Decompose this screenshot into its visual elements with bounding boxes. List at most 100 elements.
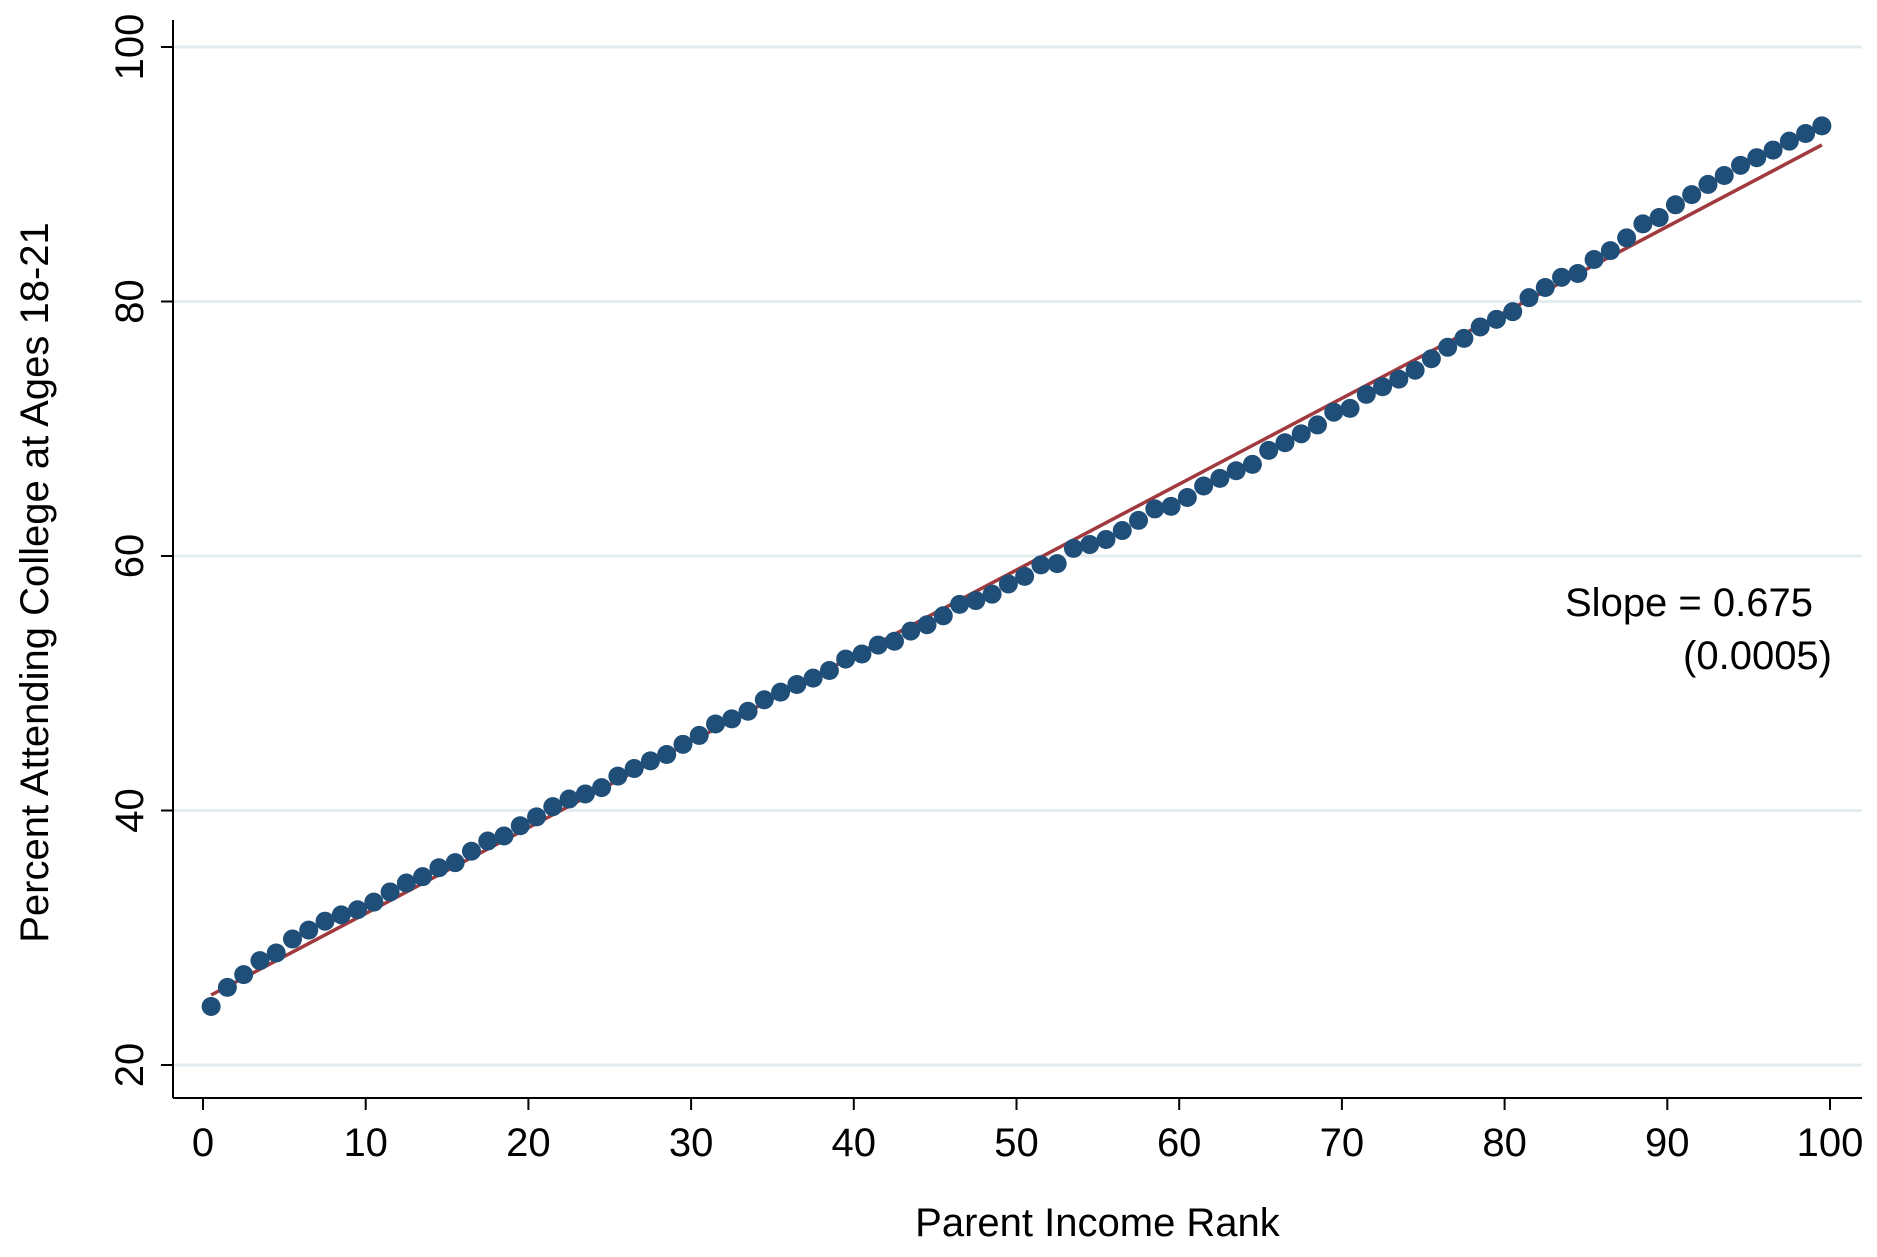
- data-point: [1568, 264, 1588, 284]
- data-point: [982, 584, 1002, 604]
- data-point: [803, 668, 823, 688]
- data-point: [299, 920, 319, 940]
- data-point: [559, 789, 579, 809]
- data-point: [917, 615, 937, 635]
- x-tick-label-10: 10: [343, 1121, 388, 1165]
- axes: [172, 20, 1862, 1099]
- data-point: [933, 606, 953, 626]
- data-point: [1796, 124, 1816, 144]
- x-tick-label-0: 0: [192, 1121, 214, 1165]
- data-point: [1714, 166, 1734, 186]
- data-point: [1275, 433, 1295, 453]
- data-point: [640, 751, 660, 771]
- data-point: [1291, 424, 1311, 444]
- x-tick-label-40: 40: [832, 1121, 877, 1165]
- y-tick-label-20: 20: [108, 1043, 152, 1088]
- data-point: [738, 701, 758, 721]
- data-point: [1210, 468, 1230, 488]
- data-point: [1747, 148, 1767, 168]
- y-ticks: 20 40 60 80 100: [108, 14, 173, 1088]
- data-point: [1421, 349, 1441, 369]
- data-point: [527, 807, 547, 827]
- data-point: [1617, 228, 1637, 248]
- data-point: [1665, 195, 1685, 215]
- data-point: [1454, 328, 1474, 348]
- data-point: [1812, 116, 1832, 136]
- data-point: [673, 734, 693, 754]
- data-point: [657, 745, 677, 765]
- data-point: [966, 591, 986, 611]
- data-point: [1324, 402, 1344, 422]
- data-point: [1552, 267, 1572, 287]
- data-points: [201, 116, 1832, 1016]
- data-point: [1633, 214, 1653, 234]
- data-point: [1373, 377, 1393, 397]
- x-axis-label: Parent Income Rank: [915, 1201, 1281, 1245]
- data-point: [315, 911, 335, 931]
- y-tick-label-60: 60: [108, 534, 152, 579]
- y-tick-label-40: 40: [108, 788, 152, 833]
- data-point: [348, 900, 368, 920]
- data-point: [1649, 208, 1669, 228]
- data-point: [689, 725, 709, 745]
- data-point: [1015, 566, 1035, 586]
- data-point: [331, 905, 351, 925]
- gridlines: [173, 45, 1862, 1067]
- data-point: [380, 882, 400, 902]
- data-point: [998, 574, 1018, 594]
- data-point: [250, 951, 270, 971]
- data-point: [1307, 415, 1327, 435]
- data-point: [1486, 309, 1506, 329]
- data-point: [836, 649, 856, 669]
- data-point: [1177, 487, 1197, 507]
- data-point: [575, 784, 595, 804]
- data-point: [1584, 250, 1604, 270]
- data-point: [1145, 499, 1165, 519]
- data-point: [1535, 278, 1555, 298]
- data-point: [787, 675, 807, 695]
- data-point: [624, 759, 644, 779]
- data-point: [706, 714, 726, 734]
- data-point: [543, 797, 563, 817]
- data-point: [1438, 337, 1458, 357]
- x-tick-label-80: 80: [1482, 1121, 1527, 1165]
- data-point: [1356, 384, 1376, 404]
- data-point: [396, 873, 416, 893]
- data-point: [413, 867, 433, 887]
- data-point: [950, 594, 970, 614]
- data-point: [852, 644, 872, 664]
- data-point: [1405, 360, 1425, 380]
- data-point: [1047, 554, 1067, 574]
- data-point: [445, 853, 465, 873]
- slope-std-error-annotation: (0.0005): [1683, 634, 1832, 678]
- x-tick-label-70: 70: [1320, 1121, 1365, 1165]
- data-point: [510, 816, 530, 836]
- x-tick-label-60: 60: [1157, 1121, 1202, 1165]
- data-point: [201, 996, 221, 1016]
- data-point: [1389, 369, 1409, 389]
- data-point: [217, 977, 237, 997]
- data-point: [592, 778, 612, 798]
- x-ticks: 0 10 20 30 40 50 60 70 80 90 100: [192, 1098, 1864, 1165]
- data-point: [282, 929, 302, 949]
- data-point: [1763, 140, 1783, 160]
- data-point: [429, 858, 449, 878]
- data-point: [754, 690, 774, 710]
- data-point: [608, 766, 628, 786]
- data-point: [1129, 510, 1149, 530]
- data-point: [1731, 155, 1751, 175]
- x-tick-label-90: 90: [1645, 1121, 1690, 1165]
- data-point: [1698, 174, 1718, 194]
- data-point: [819, 661, 839, 681]
- data-point: [1242, 454, 1262, 474]
- x-tick-label-100: 100: [1797, 1121, 1864, 1165]
- y-tick-label-100: 100: [108, 14, 152, 81]
- y-axis-label: Percent Attending College at Ages 18-21: [13, 222, 57, 943]
- data-point: [234, 965, 254, 985]
- data-point: [1519, 288, 1539, 308]
- data-point: [364, 892, 384, 912]
- data-point: [884, 631, 904, 651]
- data-point: [722, 709, 742, 729]
